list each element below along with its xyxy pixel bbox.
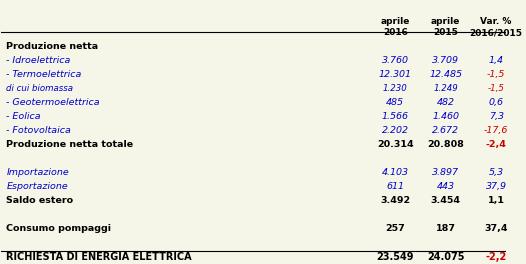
Text: Var. %
2016/2015: Var. % 2016/2015 <box>470 17 523 37</box>
Text: di cui biomassa: di cui biomassa <box>6 84 74 93</box>
Text: - Geotermoelettrica: - Geotermoelettrica <box>6 98 100 107</box>
Text: Esportazione: Esportazione <box>6 182 68 191</box>
Text: 23.549: 23.549 <box>377 252 414 262</box>
Text: 1.460: 1.460 <box>432 112 459 121</box>
Text: -17,6: -17,6 <box>484 126 508 135</box>
Text: Consumo pompaggi: Consumo pompaggi <box>6 224 112 233</box>
Text: 257: 257 <box>386 224 405 233</box>
Text: 443: 443 <box>437 182 454 191</box>
Text: 482: 482 <box>437 98 454 107</box>
Text: aprile
2016: aprile 2016 <box>380 17 410 37</box>
Text: 24.075: 24.075 <box>427 252 464 262</box>
Text: RICHIESTA DI ENERGIA ELETTRICA: RICHIESTA DI ENERGIA ELETTRICA <box>6 252 192 262</box>
Text: 12.301: 12.301 <box>379 70 412 79</box>
Text: 1.566: 1.566 <box>382 112 409 121</box>
Text: 3.454: 3.454 <box>431 196 461 205</box>
Text: 2.672: 2.672 <box>432 126 459 135</box>
Text: 12.485: 12.485 <box>429 70 462 79</box>
Text: 4.103: 4.103 <box>382 168 409 177</box>
Text: 5,3: 5,3 <box>489 168 504 177</box>
Text: -1,5: -1,5 <box>488 84 504 93</box>
Text: 1,1: 1,1 <box>488 196 504 205</box>
Text: - Fotovoltaica: - Fotovoltaica <box>6 126 72 135</box>
Text: 20.808: 20.808 <box>427 140 464 149</box>
Text: 37,9: 37,9 <box>485 182 507 191</box>
Text: 1,4: 1,4 <box>489 56 504 65</box>
Text: 20.314: 20.314 <box>377 140 413 149</box>
Text: 1.249: 1.249 <box>433 84 458 93</box>
Text: - Idroelettrica: - Idroelettrica <box>6 56 71 65</box>
Text: 187: 187 <box>436 224 456 233</box>
Text: Saldo estero: Saldo estero <box>6 196 74 205</box>
Text: aprile
2015: aprile 2015 <box>431 17 460 37</box>
Text: 3.760: 3.760 <box>382 56 409 65</box>
Text: 0,6: 0,6 <box>489 98 504 107</box>
Text: 2.202: 2.202 <box>382 126 409 135</box>
Text: 485: 485 <box>386 98 404 107</box>
Text: Importazione: Importazione <box>6 168 69 177</box>
Text: 3.492: 3.492 <box>380 196 410 205</box>
Text: -2,4: -2,4 <box>485 140 507 149</box>
Text: - Termoelettrica: - Termoelettrica <box>6 70 82 79</box>
Text: -2,2: -2,2 <box>485 252 507 262</box>
Text: 611: 611 <box>386 182 404 191</box>
Text: 1.230: 1.230 <box>383 84 408 93</box>
Text: Produzione netta: Produzione netta <box>6 42 98 51</box>
Text: Produzione netta totale: Produzione netta totale <box>6 140 134 149</box>
Text: 3.709: 3.709 <box>432 56 459 65</box>
Text: -1,5: -1,5 <box>487 70 505 79</box>
Text: - Eolica: - Eolica <box>6 112 41 121</box>
Text: 7,3: 7,3 <box>489 112 504 121</box>
Text: 37,4: 37,4 <box>484 224 508 233</box>
Text: 3.897: 3.897 <box>432 168 459 177</box>
